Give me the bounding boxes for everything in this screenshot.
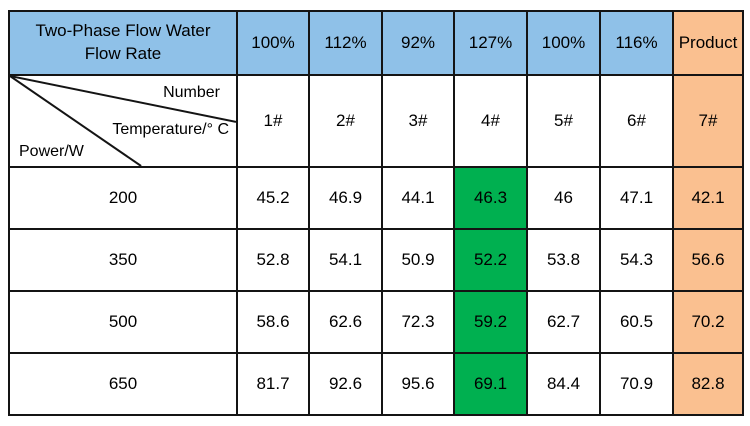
number-cell-6: 6# bbox=[599, 74, 674, 168]
flow-rate-cell-1: 100% bbox=[236, 10, 310, 76]
header-row: Two-Phase Flow Water Flow Rate 100% 112%… bbox=[8, 10, 744, 76]
corner-label-number: Number bbox=[163, 84, 220, 101]
temp-cell: 84.4 bbox=[526, 352, 601, 416]
temp-cell: 72.3 bbox=[381, 290, 455, 354]
table-title-line1: Two-Phase Flow Water bbox=[35, 21, 211, 41]
flow-rate-cell-6: 116% bbox=[599, 10, 674, 76]
corner-label-power: Power/W bbox=[19, 143, 84, 160]
temp-cell-product: 82.8 bbox=[672, 352, 744, 416]
temp-cell-highlight-green: 59.2 bbox=[453, 290, 528, 354]
flow-rate-cell-3: 92% bbox=[381, 10, 455, 76]
temp-cell: 92.6 bbox=[308, 352, 383, 416]
temp-cell: 62.6 bbox=[308, 290, 383, 354]
temp-cell: 50.9 bbox=[381, 228, 455, 292]
diagonal-lines bbox=[11, 77, 235, 165]
two-phase-flow-table: Two-Phase Flow Water Flow Rate 100% 112%… bbox=[8, 10, 744, 416]
numbers-row: Number Temperature/° C Power/W 1# 2# 3# … bbox=[8, 74, 744, 168]
table-title-cell: Two-Phase Flow Water Flow Rate bbox=[8, 10, 238, 76]
temp-cell: 58.6 bbox=[236, 290, 310, 354]
table-row: 350 52.8 54.1 50.9 52.2 53.8 54.3 56.6 bbox=[8, 228, 744, 292]
temp-cell-highlight-green: 46.3 bbox=[453, 166, 528, 230]
number-cell-1: 1# bbox=[236, 74, 310, 168]
temp-cell: 46.9 bbox=[308, 166, 383, 230]
corner-label-temperature: Temperature/° C bbox=[112, 121, 229, 138]
temp-cell: 54.1 bbox=[308, 228, 383, 292]
table-row: 500 58.6 62.6 72.3 59.2 62.7 60.5 70.2 bbox=[8, 290, 744, 354]
temp-cell: 47.1 bbox=[599, 166, 674, 230]
temp-cell: 44.1 bbox=[381, 166, 455, 230]
number-cell-4: 4# bbox=[453, 74, 528, 168]
temp-cell-product: 70.2 bbox=[672, 290, 744, 354]
power-cell: 350 bbox=[8, 228, 238, 292]
temp-cell: 70.9 bbox=[599, 352, 674, 416]
power-cell: 500 bbox=[8, 290, 238, 354]
diagonal-corner-cell: Number Temperature/° C Power/W bbox=[8, 74, 238, 168]
number-cell-5: 5# bbox=[526, 74, 601, 168]
temp-cell: 45.2 bbox=[236, 166, 310, 230]
power-cell: 650 bbox=[8, 352, 238, 416]
temp-cell: 53.8 bbox=[526, 228, 601, 292]
temp-cell: 52.8 bbox=[236, 228, 310, 292]
temp-cell-product: 42.1 bbox=[672, 166, 744, 230]
temp-cell-product: 56.6 bbox=[672, 228, 744, 292]
temp-cell: 95.6 bbox=[381, 352, 455, 416]
table-title-line2: Flow Rate bbox=[84, 44, 162, 63]
temp-cell: 46 bbox=[526, 166, 601, 230]
table-row: 650 81.7 92.6 95.6 69.1 84.4 70.9 82.8 bbox=[8, 352, 744, 416]
number-cell-7-product: 7# bbox=[672, 74, 744, 168]
temp-cell-highlight-green: 69.1 bbox=[453, 352, 528, 416]
temp-cell: 54.3 bbox=[599, 228, 674, 292]
flow-rate-cell-4: 127% bbox=[453, 10, 528, 76]
temp-cell: 62.7 bbox=[526, 290, 601, 354]
table-row: 200 45.2 46.9 44.1 46.3 46 47.1 42.1 bbox=[8, 166, 744, 230]
temp-cell-highlight-green: 52.2 bbox=[453, 228, 528, 292]
temp-cell: 60.5 bbox=[599, 290, 674, 354]
number-cell-2: 2# bbox=[308, 74, 383, 168]
flow-rate-cell-2: 112% bbox=[308, 10, 383, 76]
flow-rate-cell-5: 100% bbox=[526, 10, 601, 76]
power-cell: 200 bbox=[8, 166, 238, 230]
temp-cell: 81.7 bbox=[236, 352, 310, 416]
number-cell-3: 3# bbox=[381, 74, 455, 168]
product-header-cell: Product bbox=[672, 10, 744, 76]
